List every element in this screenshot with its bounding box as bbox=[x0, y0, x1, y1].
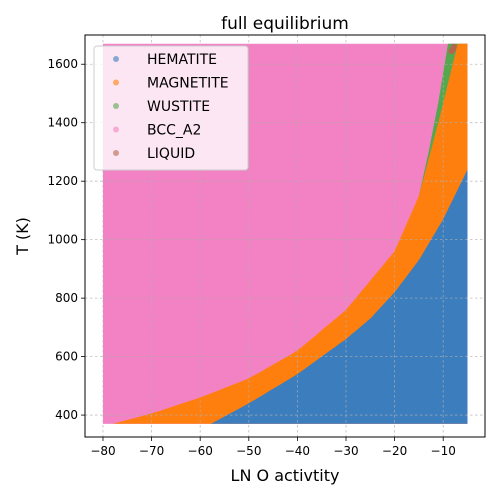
legend-marker bbox=[113, 56, 119, 62]
x-tick-label: −50 bbox=[236, 444, 261, 458]
legend-entry-label: BCC_A2 bbox=[147, 123, 201, 139]
y-tick-label: 1200 bbox=[47, 174, 78, 188]
liquid-markers bbox=[448, 43, 457, 55]
x-tick-label: −80 bbox=[90, 444, 115, 458]
y-tick-label: 400 bbox=[55, 408, 78, 422]
y-axis-ticks: 400 600 800 1000 1200 1400 1600 bbox=[47, 57, 85, 422]
legend-entry-label: LIQUID bbox=[147, 146, 195, 162]
x-axis-ticks: −80 −70 −60 −50 −40 −30 −20 −10 bbox=[90, 437, 456, 458]
legend-entry-label: HEMATITE bbox=[147, 52, 217, 68]
legend-marker bbox=[113, 79, 119, 86]
liquid-point bbox=[448, 48, 455, 55]
x-tick-label: −60 bbox=[188, 444, 213, 458]
y-tick-label: 1600 bbox=[47, 57, 78, 71]
y-tick-label: 1400 bbox=[47, 116, 78, 130]
x-tick-label: −30 bbox=[333, 444, 358, 458]
legend-marker bbox=[113, 150, 119, 156]
y-tick-label: 600 bbox=[55, 350, 78, 364]
x-tick-label: −20 bbox=[382, 444, 407, 458]
chart-title: full equilibrium bbox=[221, 14, 349, 34]
y-axis-label: T (K) bbox=[13, 217, 32, 256]
plot-frame bbox=[84, 34, 486, 438]
x-tick-label: −40 bbox=[285, 444, 310, 458]
legend-entry-label: WUSTITE bbox=[147, 99, 210, 115]
x-axis-label: LN O activtity bbox=[231, 466, 340, 485]
y-tick-label: 800 bbox=[55, 291, 78, 305]
legend-marker bbox=[113, 126, 119, 133]
legend-entry-label: MAGNETITE bbox=[147, 76, 229, 92]
liquid-point bbox=[450, 43, 457, 50]
legend-box bbox=[93, 45, 249, 171]
legend[interactable]: HEMATITE MAGNETITE WUSTITE BCC_A2 LIQUID bbox=[93, 45, 249, 171]
x-tick-label: −10 bbox=[431, 444, 456, 458]
y-tick-label: 1000 bbox=[47, 233, 78, 247]
legend-marker bbox=[113, 103, 119, 109]
region-hematite bbox=[210, 169, 468, 424]
x-tick-label: −70 bbox=[139, 444, 164, 458]
